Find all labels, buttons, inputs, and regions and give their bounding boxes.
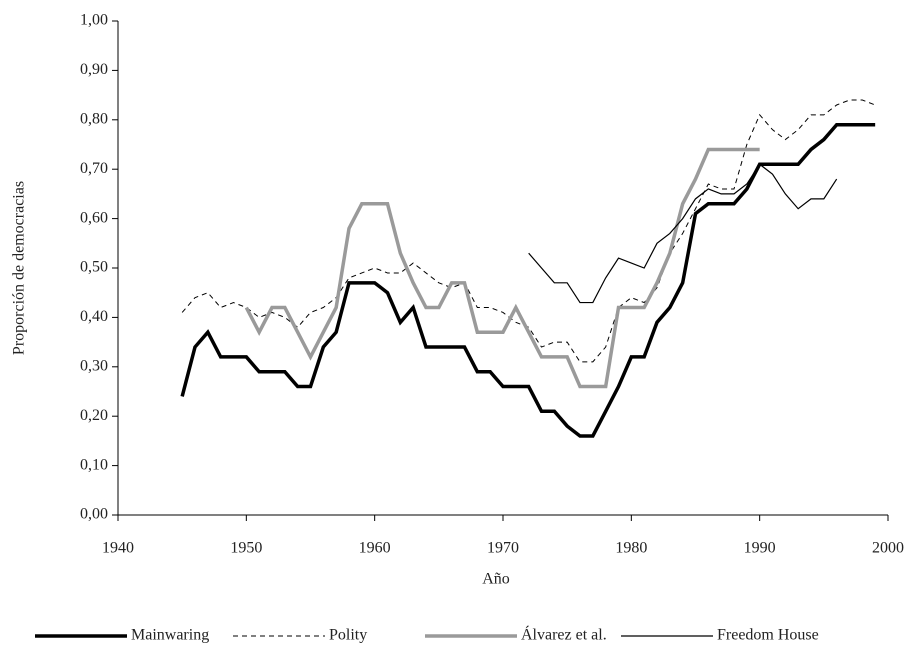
legend-label: Polity: [329, 627, 367, 644]
y-tick-label: 0,70: [80, 160, 108, 177]
x-tick-label: 1960: [359, 540, 391, 557]
x-tick-label: 1980: [615, 540, 647, 557]
y-tick-label: 0,20: [80, 407, 108, 424]
x-tick-label: 1950: [230, 540, 262, 557]
y-tick-label: 0,90: [80, 61, 108, 78]
y-tick-label: 0,60: [80, 209, 108, 226]
x-tick-label: 1990: [744, 540, 776, 557]
series-line: [181, 99, 876, 363]
legend-label: Freedom House: [717, 627, 819, 644]
legend-label: Álvarez et al.: [521, 625, 607, 644]
x-tick-label: 2000: [872, 540, 904, 557]
y-tick-label: 1,00: [80, 12, 108, 29]
x-tick-label: 1940: [102, 540, 134, 557]
legend-label: Mainwaring: [131, 627, 209, 644]
x-axis-label: Año: [482, 571, 510, 588]
series-line: [528, 163, 838, 304]
y-tick-label: 0,30: [80, 357, 108, 374]
y-tick-label: 0,50: [80, 259, 108, 276]
series-line: [180, 122, 876, 438]
x-tick-label: 1970: [487, 540, 519, 557]
y-axis-label: Proporción de democracias: [11, 181, 28, 355]
y-tick-label: 0,80: [80, 110, 108, 127]
series-line: [244, 147, 760, 389]
y-tick-label: 0,00: [80, 506, 108, 523]
y-tick-label: 0,10: [80, 456, 108, 473]
y-tick-label: 0,40: [80, 308, 108, 325]
